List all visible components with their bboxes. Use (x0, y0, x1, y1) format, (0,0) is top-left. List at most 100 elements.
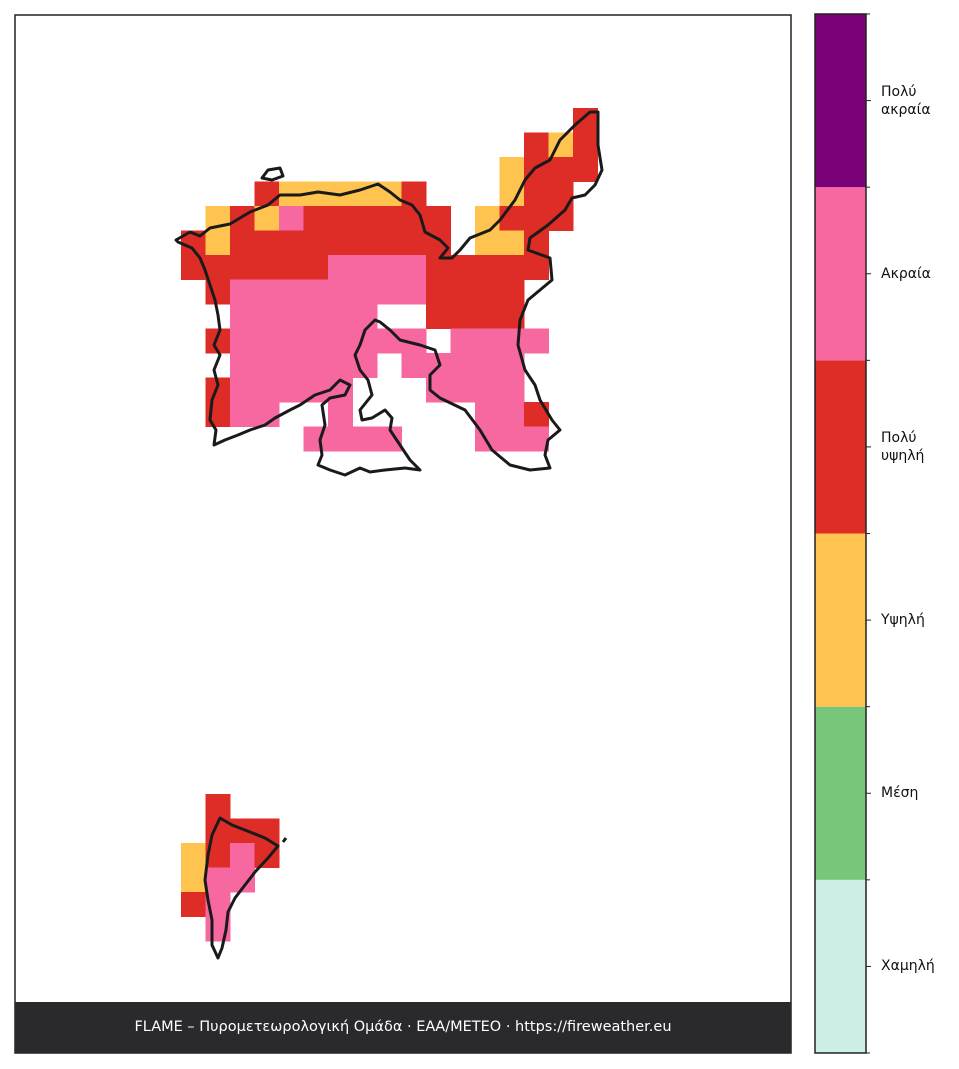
grid-cell (573, 132, 598, 158)
grid-cell (303, 255, 329, 280)
coastline-islet (281, 837, 288, 843)
grid-cell (279, 255, 304, 280)
grid-cell (573, 157, 598, 182)
grid-cell (475, 328, 500, 354)
grid-cell (548, 157, 574, 182)
grid-cell (524, 181, 549, 207)
coastline-south (203, 816, 280, 960)
grid-cell (352, 426, 378, 452)
grid-cell (303, 328, 329, 354)
coastline-main (174, 110, 604, 477)
grid-cell (328, 304, 353, 329)
grid-cell (401, 230, 427, 256)
grid-cell (352, 304, 378, 329)
grid-cell (230, 377, 255, 403)
grid-cell (450, 328, 476, 354)
grid-cell (328, 426, 353, 452)
grid-cell (450, 353, 476, 378)
grid-cell (303, 353, 329, 378)
grid-cell (524, 426, 549, 452)
grid-cell (377, 279, 402, 305)
grid-cell (279, 279, 304, 305)
grid-cell (328, 328, 353, 354)
grid-cell (230, 255, 255, 280)
grid-cell (254, 353, 280, 378)
grid-cell (254, 230, 280, 256)
grid-cell (254, 328, 280, 354)
grid-cell (230, 843, 255, 868)
grid-cell (279, 206, 304, 231)
grid-cell (303, 304, 329, 329)
grid-cell (328, 230, 353, 256)
colorbar-label: Πολύ υψηλή (881, 429, 925, 464)
grid-cell (230, 230, 255, 256)
grid-cell (303, 230, 329, 256)
grid-cell (181, 843, 206, 868)
grid-cell (426, 206, 451, 231)
grid-cell (401, 353, 427, 378)
grid-cell (254, 181, 280, 207)
grid-cell (499, 157, 525, 182)
coastline-island (260, 166, 285, 182)
colorbar-label: Μέση (881, 785, 919, 802)
grid-cell (181, 255, 206, 280)
grid-cell (352, 279, 378, 305)
grid-cell (254, 377, 280, 403)
grid-cell (254, 255, 280, 280)
footer-bar (15, 1002, 791, 1053)
grid-cell (230, 279, 255, 305)
grid-cell (328, 255, 353, 280)
grid-cell (426, 279, 451, 305)
colorbar-label: Πολύ ακραία (881, 83, 931, 118)
grid-cell (499, 230, 525, 256)
grid-cell (205, 255, 231, 280)
grid-cell (475, 279, 500, 305)
grid-cell (499, 377, 525, 403)
grid-cell (279, 304, 304, 329)
grid-cell (328, 206, 353, 231)
grid-cell (377, 328, 402, 354)
colorbar-band (815, 187, 866, 361)
grid-cell (377, 255, 402, 280)
grid-cell (205, 794, 231, 819)
grid-cell (230, 206, 255, 231)
grid-cell (475, 304, 500, 329)
colorbar-band (815, 706, 866, 880)
grid-cell (524, 255, 549, 280)
grid-cell (499, 206, 525, 231)
colorbar-label: Ακραία (881, 265, 931, 282)
footer-text: FLAME – Πυρομετεωρολογική Ομάδα · ΕΑΑ/ME… (134, 1019, 672, 1035)
grid-cell (401, 279, 427, 305)
grid-cell (475, 377, 500, 403)
grid-cell (279, 377, 304, 403)
grid-cell (352, 255, 378, 280)
grid-cell (524, 328, 549, 354)
grid-cell (328, 353, 353, 378)
grid-cell (475, 353, 500, 378)
grid-cell (377, 206, 402, 231)
map-frame (14, 14, 792, 1054)
colorbar-band (815, 360, 866, 534)
grid-cell (205, 230, 231, 256)
colorbar-label: Υψηλή (881, 612, 925, 629)
grid-cell (450, 304, 476, 329)
grid-cell (499, 255, 525, 280)
grid-cell (279, 328, 304, 354)
grid-cell (230, 402, 255, 427)
grid-cell (475, 402, 500, 427)
colorbar (815, 13, 871, 1054)
grid-cell (475, 255, 500, 280)
grid-cell (475, 206, 500, 231)
grid-cell (450, 377, 476, 403)
grid-cell (499, 426, 525, 452)
grid-cell (279, 230, 304, 256)
grid-cell (230, 328, 255, 354)
grid-cell (230, 304, 255, 329)
colorbar-band (815, 14, 866, 188)
colorbar-band (815, 879, 866, 1053)
grid-cell (303, 279, 329, 305)
grid-cell (548, 206, 574, 231)
grid-cell (352, 230, 378, 256)
grid-cell (254, 304, 280, 329)
